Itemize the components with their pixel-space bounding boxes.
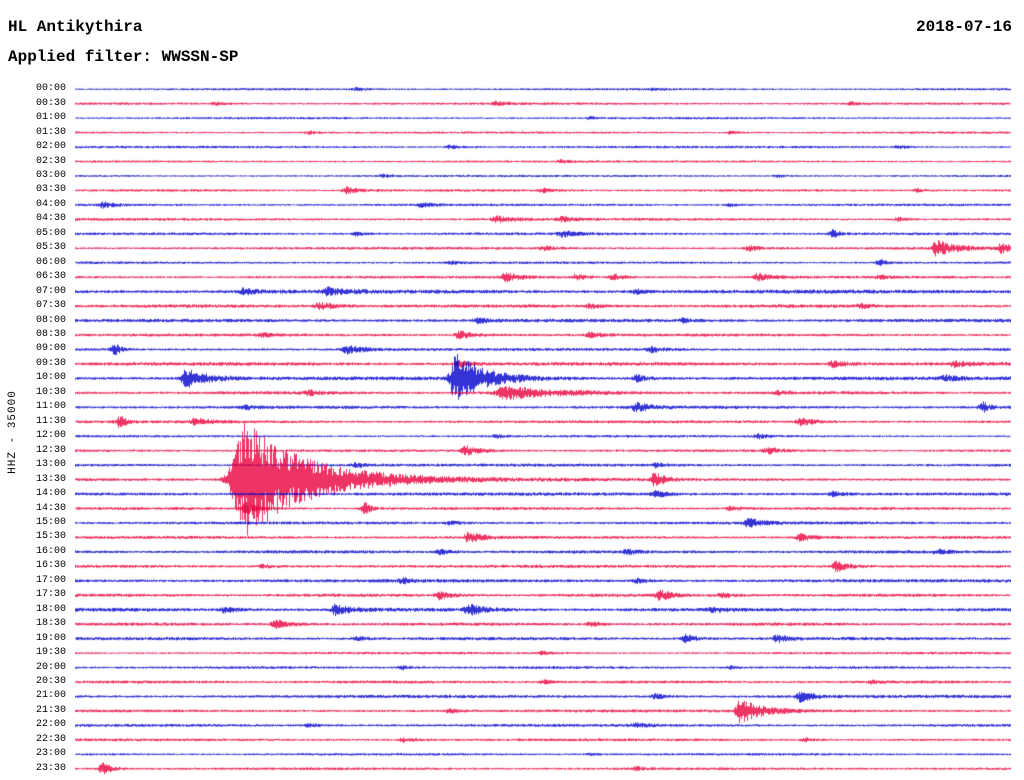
- time-label: 02:30: [35, 155, 66, 167]
- time-label: 07:00: [35, 285, 66, 297]
- time-label: 15:30: [35, 531, 66, 543]
- time-label: 00:00: [35, 83, 66, 95]
- time-label: 04:00: [35, 198, 66, 210]
- seismogram-plot: [75, 82, 1011, 776]
- station-title: HL Antikythira: [8, 18, 143, 36]
- time-label: 19:30: [35, 647, 66, 659]
- time-label: 00:30: [35, 97, 66, 109]
- time-label: 15:00: [35, 516, 66, 528]
- time-label: 13:00: [35, 459, 66, 471]
- time-label: 11:00: [35, 401, 66, 413]
- time-label: 23:00: [35, 748, 66, 760]
- time-label: 08:00: [35, 314, 66, 326]
- time-label: 16:30: [35, 560, 66, 572]
- time-label: 20:30: [35, 676, 66, 688]
- time-label: 05:30: [35, 242, 66, 254]
- time-label: 21:00: [35, 690, 66, 702]
- time-label: 11:30: [35, 415, 66, 427]
- time-label: 14:00: [35, 488, 66, 500]
- time-label: 17:00: [35, 574, 66, 586]
- time-label: 10:00: [35, 372, 66, 384]
- time-label: 10:30: [35, 386, 66, 398]
- time-label: 09:00: [35, 343, 66, 355]
- time-label: 05:00: [35, 227, 66, 239]
- date-label: 2018-07-16: [915, 18, 1012, 36]
- time-label: 01:00: [35, 112, 66, 124]
- time-label: 09:30: [35, 357, 66, 369]
- time-axis: 00:00 00:30 01:00 01:30 02:00 02:30 03:00 03:30…: [0, 82, 70, 776]
- time-label: 03:00: [35, 169, 66, 181]
- time-label: 07:30: [35, 300, 66, 312]
- filter-label: Applied filter: WWSSN-SP: [8, 48, 239, 66]
- time-label: 17:30: [35, 589, 66, 601]
- time-label: 08:30: [35, 329, 66, 341]
- time-label: 03:30: [35, 184, 66, 196]
- time-label: 14:30: [35, 502, 66, 514]
- time-label: 22:00: [35, 719, 66, 731]
- time-label: 23:30: [35, 762, 66, 774]
- time-label: 16:00: [35, 545, 66, 557]
- time-label: 04:30: [35, 213, 66, 225]
- time-label: 20:00: [35, 661, 66, 673]
- seismogram-canvas: [75, 82, 1011, 776]
- time-label: 13:30: [35, 473, 66, 485]
- time-label: 21:30: [35, 704, 66, 716]
- time-label: 01:30: [35, 126, 66, 138]
- time-label: 18:00: [35, 603, 66, 615]
- time-label: 12:30: [35, 444, 66, 456]
- time-label: 19:00: [35, 632, 66, 644]
- time-label: 22:30: [35, 733, 66, 745]
- time-label: 12:00: [35, 430, 66, 442]
- time-label: 06:30: [35, 271, 66, 283]
- time-label: 18:30: [35, 618, 66, 630]
- time-label: 02:00: [35, 141, 66, 153]
- time-label: 06:00: [35, 256, 66, 268]
